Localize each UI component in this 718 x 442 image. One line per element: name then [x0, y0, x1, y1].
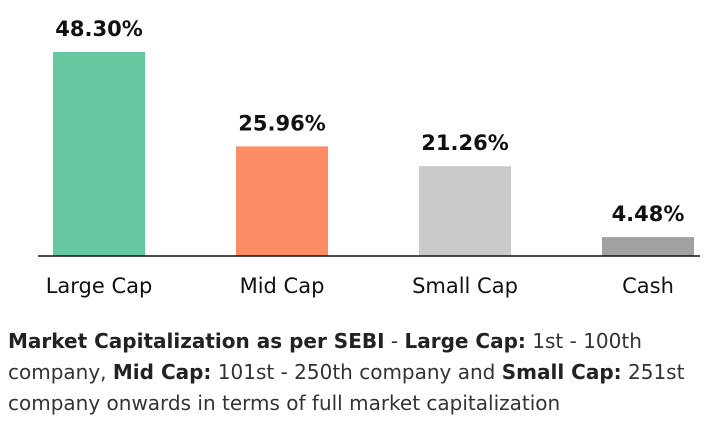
bar-small-cap	[419, 166, 511, 256]
value-label-mid-cap: 25.96%	[238, 111, 325, 135]
note-small-cap-label: Small Cap:	[501, 360, 622, 384]
market-cap-footnote: Market Capitalization as per SEBI - Larg…	[8, 326, 714, 419]
note-small-cap-range: 251st company onwards in terms of full m…	[8, 360, 685, 415]
value-label-small-cap: 21.26%	[421, 131, 508, 155]
market-cap-bar-chart: 48.30% 25.96% 21.26% 4.48% Large Cap Mid Cap…	[38, 17, 700, 298]
note-large-cap-label: Large Cap:	[404, 329, 526, 353]
bar-cash	[602, 237, 694, 256]
note-heading: Market Capitalization as per SEBI	[8, 329, 385, 353]
value-labels-group: 48.30% 25.96% 21.26% 4.48%	[55, 17, 684, 226]
category-label-large-cap: Large Cap	[46, 274, 153, 298]
note-mid-cap-range: 101st - 250th company and	[211, 360, 502, 384]
category-labels-group: Large Cap Mid Cap Small Cap Cash	[46, 274, 674, 298]
value-label-cash: 4.48%	[612, 202, 685, 226]
note-mid-cap-label: Mid Cap:	[112, 360, 212, 384]
category-label-small-cap: Small Cap	[412, 274, 518, 298]
bar-mid-cap	[236, 146, 328, 256]
category-label-mid-cap: Mid Cap	[240, 274, 325, 298]
value-label-large-cap: 48.30%	[55, 17, 142, 41]
bars-group	[53, 52, 694, 256]
note-large-cap-range: 1st - 100th company,	[8, 329, 642, 384]
note-separator: -	[384, 329, 405, 353]
category-label-cash: Cash	[622, 274, 674, 298]
bar-large-cap	[53, 52, 145, 256]
